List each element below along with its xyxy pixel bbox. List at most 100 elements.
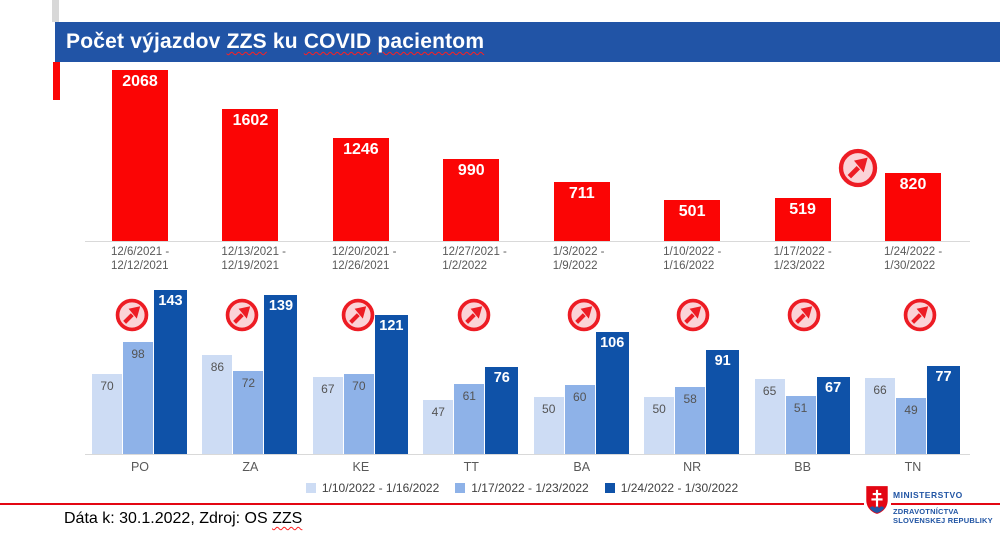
weekly-bar-value: 501 (664, 200, 720, 221)
regional-bar-value: 77 (927, 366, 960, 385)
weekly-x-label-line2: 1/9/2022 (553, 260, 665, 274)
legend-label: 1/10/2022 - 1/16/2022 (322, 481, 439, 495)
chart-legend: 1/10/2022 - 1/16/2022 1/17/2022 - 1/23/20… (22, 481, 1000, 495)
weekly-bar-value: 711 (554, 182, 610, 203)
weekly-x-label: 1/10/2022 -1/16/2022 (663, 246, 775, 273)
regional-bar-value: 106 (596, 332, 629, 351)
increase-arrow-icon (457, 298, 491, 332)
regional-bar: 106 (596, 332, 629, 454)
red-divider-line-left (0, 503, 864, 505)
legend-label: 1/17/2022 - 1/23/2022 (471, 481, 588, 495)
weekly-x-label-line1: 1/3/2022 - (553, 246, 665, 260)
legend-item: 1/10/2022 - 1/16/2022 (306, 481, 439, 495)
weekly-bar: 2068 (112, 70, 168, 241)
weekly-bar: 1246 (333, 138, 389, 241)
weekly-x-label-line2: 12/12/2021 (111, 260, 223, 274)
slovak-coat-of-arms-icon (865, 485, 889, 515)
increase-arrow-icon (838, 148, 878, 188)
regional-bar: 98 (123, 342, 153, 454)
weekly-x-axis (85, 241, 970, 243)
regional-bar: 50 (644, 397, 674, 454)
legend-swatch (605, 483, 615, 493)
ministry-logo-line2: ZDRAVOTNÍCTVA (893, 507, 959, 516)
legend-swatch (306, 483, 316, 493)
regional-x-label: TN (883, 460, 943, 474)
regional-bar: 50 (534, 397, 564, 454)
increase-arrow-icon (903, 298, 937, 332)
footer-text: Dáta k: 30.1.2022, Zdroj: OS (64, 510, 272, 527)
legend-item: 1/24/2022 - 1/30/2022 (605, 481, 738, 495)
regional-bar: 77 (927, 366, 960, 454)
title-word-misspelled: pacientom (377, 30, 484, 53)
regional-trips-chart: 7098143867213967701214761765060106505891… (0, 279, 1000, 455)
red-divider-line-right (891, 503, 1000, 505)
title-word-misspelled: ZZS (227, 30, 267, 53)
footer-word-misspelled: ZZS (272, 510, 302, 527)
regional-bar-value: 143 (154, 290, 187, 309)
regional-x-label: ZA (220, 460, 280, 474)
regional-bar: 139 (264, 295, 297, 454)
regional-bar: 51 (786, 396, 816, 454)
regional-bar-value: 86 (202, 355, 232, 374)
weekly-x-label-line1: 12/27/2021 - (442, 246, 554, 260)
regional-bar-value: 67 (817, 377, 850, 396)
weekly-x-label: 1/24/2022 -1/30/2022 (884, 246, 996, 273)
weekly-x-label-line1: 1/24/2022 - (884, 246, 996, 260)
regional-bar-value: 139 (264, 295, 297, 314)
weekly-bar: 501 (664, 200, 720, 241)
weekly-x-label: 12/20/2021 -12/26/2021 (332, 246, 444, 273)
weekly-trips-chart: 206816021246990711501519820 (0, 66, 1000, 242)
ministry-logo-line1: MINISTERSTVO (893, 490, 963, 500)
legend-swatch (455, 483, 465, 493)
regional-bar: 60 (565, 385, 595, 454)
regional-bar: 143 (154, 290, 187, 454)
weekly-x-label-line2: 1/2/2022 (442, 260, 554, 274)
regional-bar-value: 50 (534, 397, 564, 416)
weekly-bar: 1602 (222, 109, 278, 241)
increase-arrow-icon (787, 298, 821, 332)
weekly-x-label-line2: 1/30/2022 (884, 260, 996, 274)
regional-bar-value: 65 (755, 379, 785, 398)
regional-bar-value: 66 (865, 378, 895, 397)
regional-x-label: BB (773, 460, 833, 474)
regional-bar-value: 58 (675, 387, 705, 406)
increase-arrow-icon (115, 298, 149, 332)
regional-bar-value: 61 (454, 384, 484, 403)
weekly-x-label: 12/27/2021 -1/2/2022 (442, 246, 554, 273)
weekly-bar: 990 (443, 159, 499, 241)
regional-bar-value: 70 (344, 374, 374, 393)
regional-bar-value: 51 (786, 396, 816, 415)
regional-bar: 67 (817, 377, 850, 454)
weekly-bar-value: 1602 (222, 109, 278, 130)
regional-bar: 67 (313, 377, 343, 454)
top-left-gray-stripe (52, 0, 59, 22)
regional-bar-value: 76 (485, 367, 518, 386)
weekly-x-label-line2: 1/23/2022 (774, 260, 886, 274)
title-banner: Počet výjazdov ZZS ku COVID pacientom (55, 22, 1000, 62)
weekly-bar-value: 820 (885, 173, 941, 194)
regional-bar-value: 67 (313, 377, 343, 396)
regional-bar-value: 72 (233, 371, 263, 390)
regional-bar: 65 (755, 379, 785, 454)
regional-x-label: PO (110, 460, 170, 474)
regional-bar: 76 (485, 367, 518, 454)
weekly-bar-value: 990 (443, 159, 499, 180)
weekly-x-label: 1/17/2022 -1/23/2022 (774, 246, 886, 273)
weekly-x-label-line2: 1/16/2022 (663, 260, 775, 274)
weekly-bar: 820 (885, 173, 941, 241)
increase-arrow-icon (567, 298, 601, 332)
weekly-x-label-line1: 1/17/2022 - (774, 246, 886, 260)
regional-bar-value: 50 (644, 397, 674, 416)
footer-note: Dáta k: 30.1.2022, Zdroj: OS ZZS (64, 510, 302, 528)
regional-x-label: KE (331, 460, 391, 474)
regional-bar: 66 (865, 378, 895, 454)
increase-arrow-icon (225, 298, 259, 332)
ministry-logo-line3: SLOVENSKEJ REPUBLIKY (893, 516, 993, 525)
regional-bar-value: 60 (565, 385, 595, 404)
regional-bar: 58 (675, 387, 705, 454)
weekly-x-label-line2: 12/19/2021 (221, 260, 333, 274)
weekly-x-labels: 12/6/2021 -12/12/202112/13/2021 -12/19/2… (0, 246, 1000, 276)
weekly-x-label-line1: 1/10/2022 - (663, 246, 775, 260)
regional-bar-value: 91 (706, 350, 739, 369)
legend-label: 1/24/2022 - 1/30/2022 (621, 481, 738, 495)
